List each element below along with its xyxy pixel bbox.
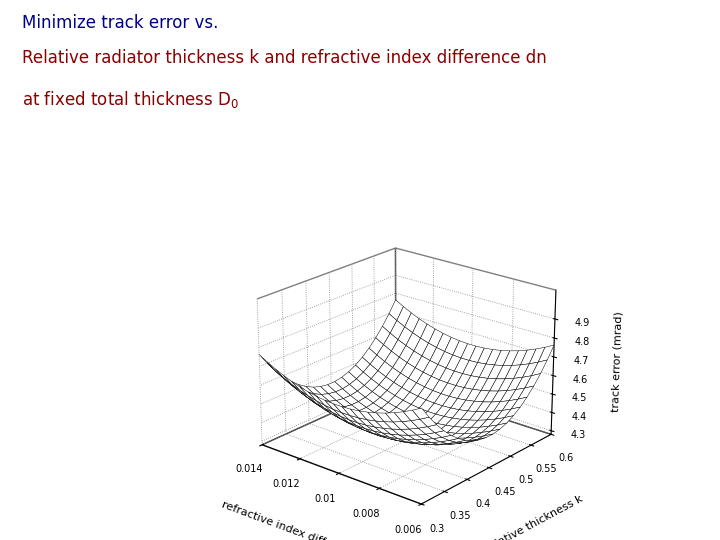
Text: Minimize track error vs.: Minimize track error vs. xyxy=(22,14,218,31)
Text: Relative radiator thickness k and refractive index difference dn: Relative radiator thickness k and refrac… xyxy=(22,49,546,66)
X-axis label: refractive index difference dn: refractive index difference dn xyxy=(220,499,379,540)
Y-axis label: relative thickness k: relative thickness k xyxy=(485,493,585,540)
Text: at fixed total thickness D$_0$: at fixed total thickness D$_0$ xyxy=(22,89,238,110)
